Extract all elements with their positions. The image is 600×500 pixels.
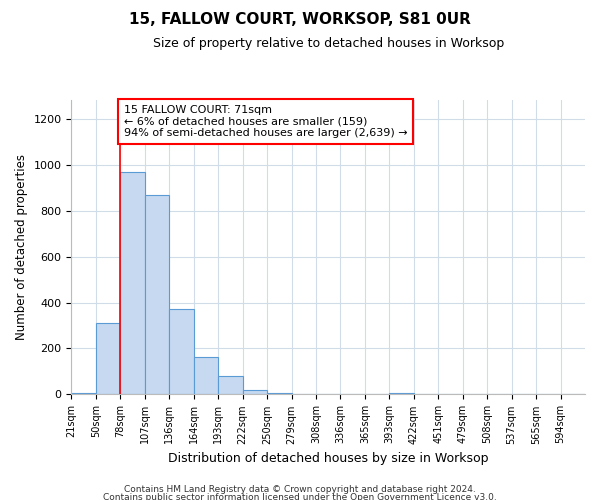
Bar	[242, 390, 267, 394]
Text: Contains HM Land Registry data © Crown copyright and database right 2024.: Contains HM Land Registry data © Crown c…	[124, 485, 476, 494]
Y-axis label: Number of detached properties: Number of detached properties	[15, 154, 28, 340]
Bar	[145, 194, 169, 394]
Text: Contains public sector information licensed under the Open Government Licence v3: Contains public sector information licen…	[103, 492, 497, 500]
X-axis label: Distribution of detached houses by size in Worksop: Distribution of detached houses by size …	[168, 452, 488, 465]
Bar	[218, 376, 242, 394]
Bar	[96, 323, 121, 394]
Bar	[194, 356, 218, 395]
Bar	[121, 172, 145, 394]
Text: 15 FALLOW COURT: 71sqm
← 6% of detached houses are smaller (159)
94% of semi-det: 15 FALLOW COURT: 71sqm ← 6% of detached …	[124, 105, 407, 138]
Bar	[169, 310, 194, 394]
Title: Size of property relative to detached houses in Worksop: Size of property relative to detached ho…	[152, 38, 504, 51]
Text: 15, FALLOW COURT, WORKSOP, S81 0UR: 15, FALLOW COURT, WORKSOP, S81 0UR	[129, 12, 471, 28]
